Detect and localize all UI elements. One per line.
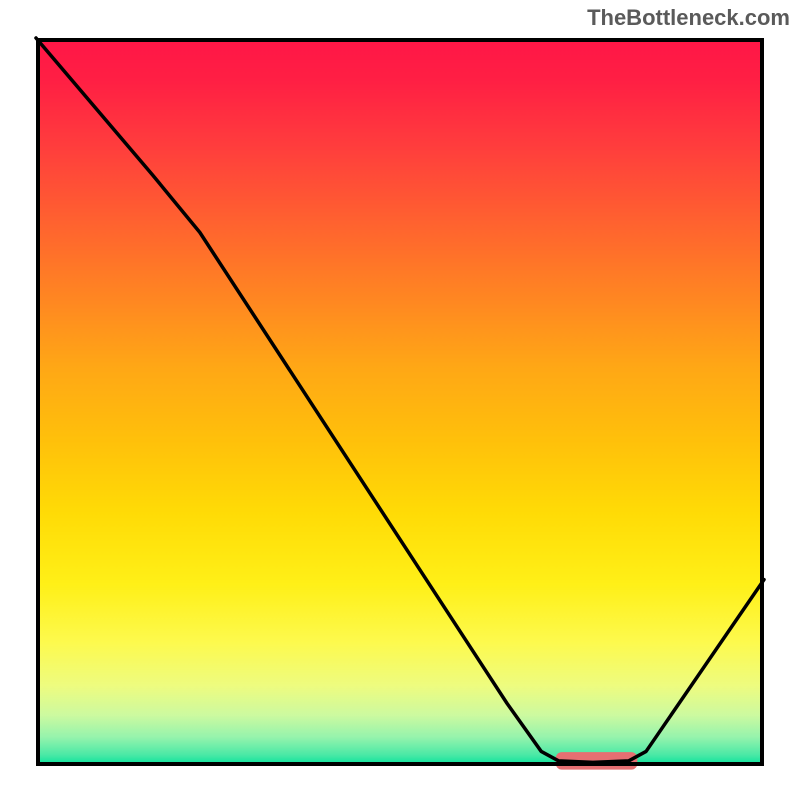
chart-container: TheBottleneck.com xyxy=(0,0,800,800)
chart-svg xyxy=(36,38,764,766)
plot-border xyxy=(38,40,762,764)
bottleneck-curve xyxy=(36,38,764,762)
plot-area xyxy=(36,38,764,766)
watermark-text: TheBottleneck.com xyxy=(587,5,790,31)
